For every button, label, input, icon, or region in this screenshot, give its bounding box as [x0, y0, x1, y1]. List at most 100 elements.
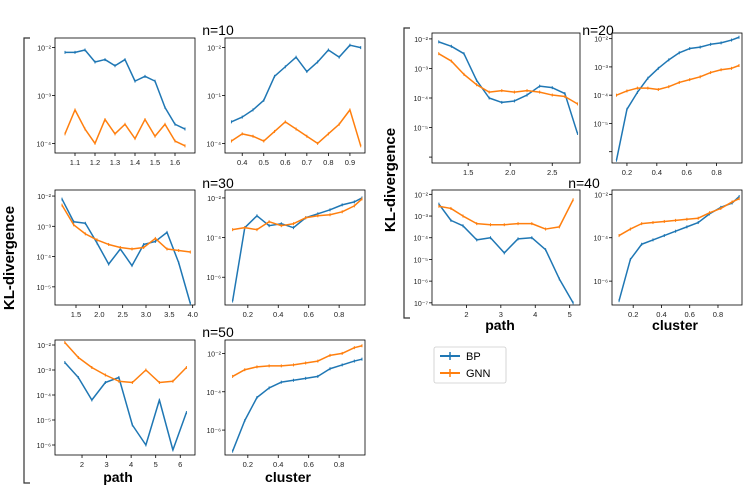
title-n50: n=50 [202, 324, 234, 340]
y-tick-label: 10⁻⁶ [37, 443, 51, 450]
y-tick-label: 10⁻⁴ [414, 236, 429, 243]
x-tick-label: 1.4 [130, 158, 140, 167]
xlabel-cluster-right: cluster [652, 317, 698, 333]
series-line-bp [65, 49, 186, 130]
title-n30: n=30 [202, 175, 234, 191]
x-tick-label: 4 [533, 310, 537, 319]
legend-gnn-label: GNN [466, 368, 491, 380]
x-tick-label: 4.0 [187, 310, 197, 319]
x-tick-label: 0.7 [302, 158, 312, 167]
x-tick-label: 0.8 [323, 158, 333, 167]
plot-panel-9: 0.2 0.4 0.6 0.8 10⁻⁶ 10⁻⁴ 10⁻² [207, 339, 366, 469]
left-ylabel: KL-divergence [1, 206, 18, 310]
x-tick-label: 0.6 [303, 460, 313, 469]
x-tick-label: 2.5 [117, 310, 127, 319]
x-tick-label: 0.8 [711, 168, 721, 177]
legend-bp-label: BP [466, 351, 481, 363]
x-tick-label: 2.0 [94, 310, 104, 319]
plot-panel-5: 0.2 0.4 0.6 0.8 10⁻⁶ 10⁻⁴ 10⁻² [207, 189, 366, 319]
y-tick-label: 10⁻² [207, 46, 221, 53]
y-tick-label: 10⁻⁵ [414, 257, 428, 264]
axes-frame [224, 37, 366, 154]
x-tick-label: 2.0 [505, 168, 515, 177]
plot-panel-3: 0.2 0.4 0.6 0.8 10⁻⁵ 10⁻⁴ 10⁻³ 10⁻² [594, 32, 743, 177]
x-tick-label: 0.6 [684, 310, 694, 319]
axes-frame [611, 32, 743, 164]
xlabel-cluster-left: cluster [265, 469, 311, 485]
xlabel-path-left: path [103, 469, 133, 485]
x-tick-label: 0.4 [652, 168, 662, 177]
series-line-bp [618, 195, 740, 301]
legend: BP GNN [433, 346, 507, 384]
plot-panel-7: 0.2 0.4 0.6 0.8 10⁻⁶ 10⁻⁴ 10⁻² [594, 189, 743, 319]
axes-frame [54, 189, 196, 306]
series-line-gnn [438, 53, 578, 105]
y-tick-label: 10⁻⁵ [594, 121, 608, 128]
y-tick-label: 10⁻² [594, 192, 608, 199]
axes-frame [224, 189, 366, 306]
axes-frame [54, 339, 196, 456]
y-tick-label: 10⁻³ [37, 368, 51, 375]
y-tick-label: 10⁻⁴ [37, 255, 52, 262]
y-tick-label: 10⁻⁴ [414, 96, 429, 103]
title-n40: n=40 [568, 175, 600, 191]
y-tick-label: 10⁻⁵ [37, 285, 51, 292]
x-tick-label: 0.2 [243, 460, 253, 469]
series-line-gnn [64, 109, 186, 147]
y-tick-label: 10⁻⁵ [37, 418, 51, 425]
y-tick-label: 10⁻⁶ [594, 279, 608, 286]
axes-frame [611, 189, 743, 306]
series-line-bp [64, 361, 188, 451]
x-tick-label: 0.4 [237, 158, 247, 167]
plot-panel-8: 2 3 4 5 6 10⁻⁶ 10⁻⁵ 10⁻⁴ 10⁻³ 10⁻² [37, 339, 196, 469]
left-group-bracket [23, 37, 30, 484]
axes-frame [224, 339, 366, 456]
series-line-bp [615, 36, 740, 161]
x-tick-label: 1.5 [150, 158, 160, 167]
y-tick-label: 10⁻⁴ [37, 393, 52, 400]
right-ylabel: KL-divergence [382, 128, 399, 232]
x-tick-label: 2.5 [547, 168, 557, 177]
x-tick-label: 0.5 [259, 158, 269, 167]
series-line-bp [231, 197, 363, 302]
y-tick-label: 10⁻² [207, 351, 221, 358]
x-tick-label: 4 [129, 460, 133, 469]
x-tick-label: 0.6 [280, 158, 290, 167]
x-tick-label: 0.4 [273, 460, 283, 469]
x-tick-label: 0.6 [681, 168, 691, 177]
y-tick-label: 10⁻³ [594, 65, 608, 72]
x-tick-label: 0.8 [334, 310, 344, 319]
y-tick-label: 10⁻² [37, 194, 51, 201]
y-tick-label: 10⁻³ [414, 214, 428, 221]
plot-panel-2: 1.5 2.0 2.5 10⁻⁵ 10⁻⁴ 10⁻³ 10⁻² [414, 32, 581, 177]
right-group-bracket [403, 27, 410, 319]
y-tick-label: 10⁻⁴ [207, 236, 222, 243]
x-tick-label: 3.5 [164, 310, 174, 319]
series-line-bp [438, 203, 574, 304]
y-tick-label: 10⁻¹ [207, 94, 221, 101]
x-tick-label: 0.6 [303, 310, 313, 319]
x-tick-label: 3 [499, 310, 503, 319]
x-tick-label: 0.9 [345, 158, 355, 167]
y-tick-label: 10⁻² [37, 343, 51, 350]
plot-panel-6: 2 3 4 5 10⁻⁷ 10⁻⁶ 10⁻⁵ 10⁻⁴ 10⁻³ 10⁻² [414, 189, 581, 319]
axes-frame [431, 189, 581, 306]
plot-panel-4: 1.5 2.0 2.5 3.0 3.5 4.0 10⁻⁵ 10⁻⁴ 10⁻³ 10⁻² [37, 189, 198, 319]
y-tick-label: 10⁻⁵ [414, 126, 428, 133]
x-tick-label: 0.4 [273, 310, 283, 319]
y-tick-label: 10⁻³ [414, 66, 428, 73]
xlabel-path-right: path [485, 317, 515, 333]
plot-panel-0: 1.1 1.2 1.3 1.4 1.5 1.6 10⁻⁴ 10⁻³ 10⁻² [37, 37, 196, 167]
series-line-bp [61, 198, 192, 304]
y-tick-label: 10⁻⁶ [207, 428, 221, 435]
y-tick-label: 10⁻⁷ [414, 301, 428, 308]
series-line-bp [438, 41, 579, 134]
y-tick-label: 10⁻⁴ [207, 390, 222, 397]
x-tick-label: 0.8 [334, 460, 344, 469]
y-tick-label: 10⁻² [207, 196, 221, 203]
x-tick-label: 0.8 [713, 310, 723, 319]
y-tick-label: 10⁻⁴ [37, 141, 52, 148]
series-line-gnn [61, 204, 191, 253]
x-tick-label: 6 [178, 460, 182, 469]
